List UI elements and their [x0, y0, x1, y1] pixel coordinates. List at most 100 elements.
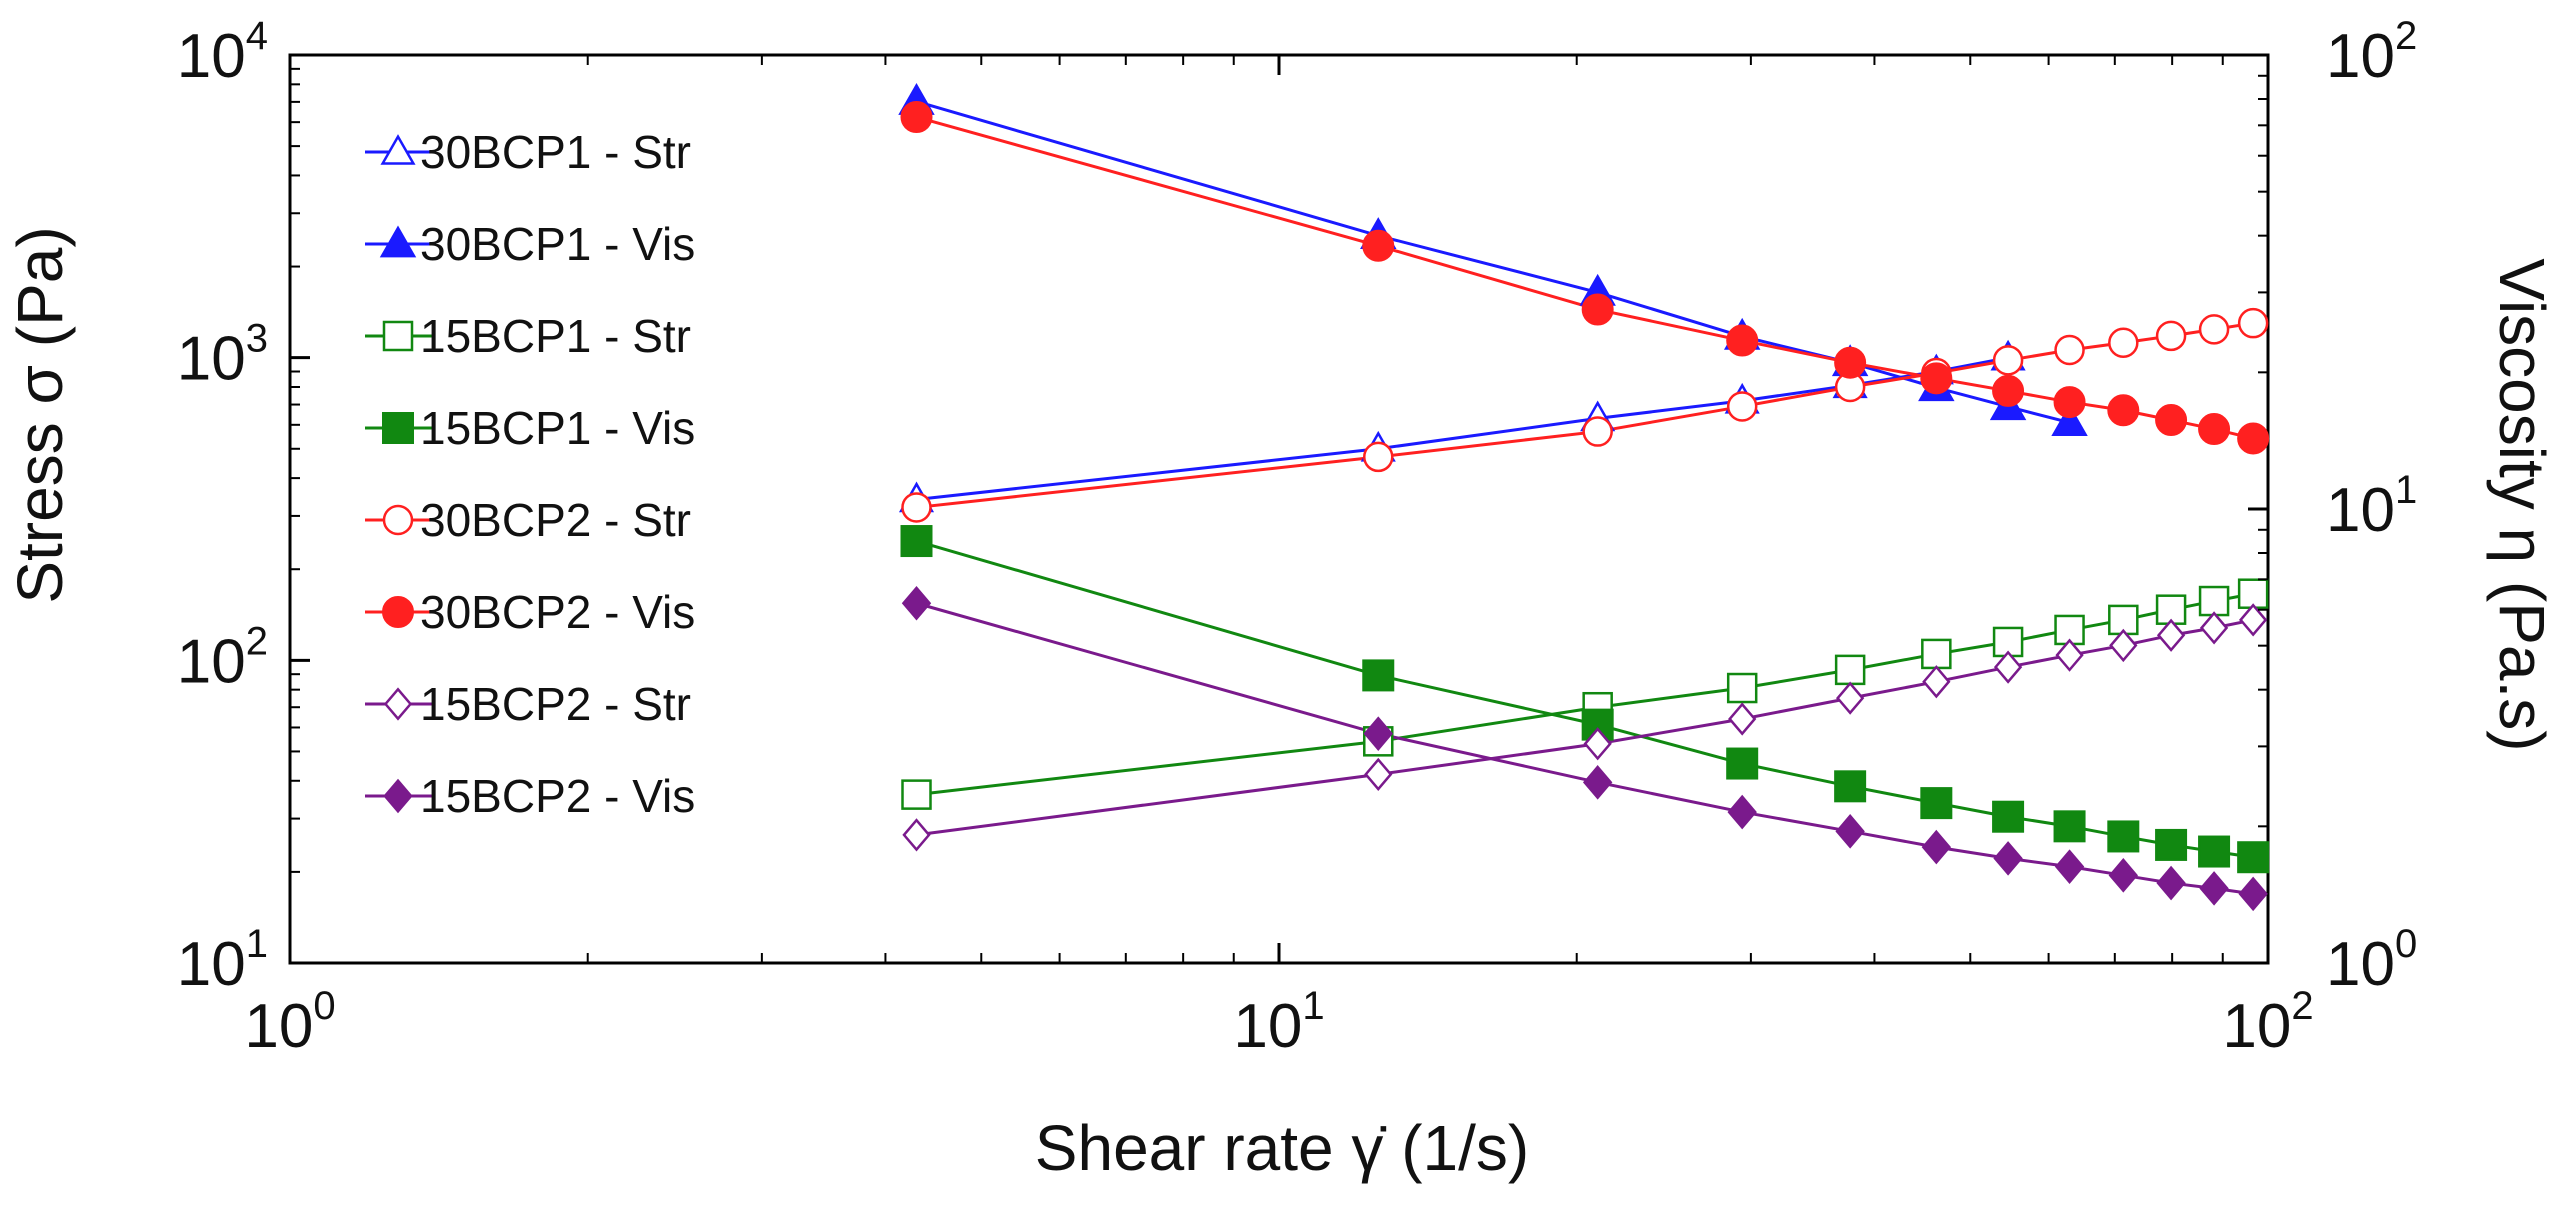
series-line-30bcp2-str: [916, 321, 2254, 509]
data-point-30bcp2-vis: [2053, 386, 2086, 419]
data-point-15bcp1-vis: [1992, 800, 2025, 833]
data-point-15bcp2-str: [1364, 757, 1393, 791]
data-point-15bcp1-vis: [2237, 841, 2270, 874]
data-point-15bcp1-vis: [1834, 770, 1867, 803]
data-point-30bcp2-str: [1363, 441, 1394, 473]
data-point-30bcp2-vis: [2198, 413, 2231, 446]
data-point-30bcp2-vis: [1920, 362, 1953, 395]
data-point-30bcp2-vis: [1834, 346, 1867, 379]
legend-marker: [379, 225, 417, 258]
data-point-30bcp2-vis: [1362, 229, 1395, 262]
data-point-15bcp2-str: [1836, 681, 1865, 715]
legend-label: 30BCP1 - Vis: [420, 218, 695, 270]
data-point-15bcp2-vis: [1835, 814, 1865, 849]
x-tick-label: 101: [1233, 984, 1324, 1061]
data-point-15bcp1-vis: [1581, 708, 1614, 741]
legend-label: 15BCP1 - Str: [420, 310, 691, 362]
data-point-30bcp2-str: [1992, 345, 2024, 376]
data-point-30bcp2-vis: [1992, 374, 2025, 407]
data-point-30bcp2-vis: [2237, 422, 2270, 455]
data-point-15bcp2-vis: [1993, 841, 2023, 876]
legend-label: 30BCP1 - Str: [420, 126, 691, 178]
data-point-15bcp1-vis: [1920, 787, 1953, 820]
data-point-15bcp1-str: [1834, 654, 1866, 686]
y-axis-label: Stress σ (Pa): [4, 226, 76, 603]
data-point-15bcp1-vis: [2107, 820, 2140, 853]
legend-marker: [383, 778, 413, 814]
data-point-15bcp2-str: [2156, 618, 2186, 652]
y2-tick-label: 101: [2326, 468, 2417, 545]
data-point-15bcp1-vis: [2053, 810, 2086, 843]
legend-item-30bcp2-str: 30BCP2 - Str: [365, 494, 691, 546]
data-point-30bcp2-vis: [2107, 394, 2140, 427]
y-tick-label: 103: [177, 317, 268, 394]
x-tick-label: 100: [244, 984, 335, 1061]
data-point-30bcp2-str: [901, 492, 932, 523]
data-point-15bcp1-vis: [1726, 747, 1759, 780]
data-point-30bcp1-vis: [2051, 404, 2088, 436]
data-point-15bcp2-str: [1728, 702, 1757, 736]
data-point-15bcp1-str: [1726, 672, 1758, 704]
data-point-30bcp2-str: [1582, 416, 1613, 447]
series-line-30bcp1-vis: [916, 100, 2070, 425]
series-layer: [898, 82, 2270, 912]
legend-label: 30BCP2 - Str: [420, 494, 691, 546]
data-point-15bcp1-str: [1582, 691, 1613, 723]
legend-item-30bcp1-vis: 30BCP1 - Vis: [365, 218, 695, 270]
legend-marker: [383, 687, 413, 721]
data-point-30bcp2-vis: [1581, 293, 1614, 326]
data-point-30bcp2-vis: [1726, 324, 1759, 357]
data-point-15bcp1-str: [2054, 614, 2085, 646]
data-point-15bcp1-vis: [2155, 828, 2188, 861]
data-point-15bcp2-vis: [901, 585, 932, 621]
x-tick-label: 102: [2222, 984, 2313, 1061]
data-point-15bcp1-str: [901, 779, 932, 810]
legend-item-15bcp2-str: 15BCP2 - Str: [365, 678, 691, 730]
data-point-15bcp2-vis: [2054, 849, 2085, 884]
legend-label: 15BCP1 - Vis: [420, 402, 695, 454]
data-point-15bcp2-str: [1922, 665, 1951, 699]
data-point-15bcp2-str: [2239, 603, 2268, 637]
legend-label: 30BCP2 - Vis: [420, 586, 695, 638]
data-point-30bcp2-vis: [900, 101, 933, 134]
data-point-15bcp1-str: [1921, 638, 1952, 670]
y-tick-label: 102: [177, 619, 268, 696]
legend-label: 15BCP2 - Str: [420, 678, 691, 730]
legend-marker: [382, 596, 414, 628]
y2-tick-label: 100: [2326, 922, 2417, 999]
y-tick-label: 101: [177, 922, 268, 999]
y2-tick-label: 102: [2326, 14, 2417, 91]
data-point-15bcp2-vis: [2238, 876, 2268, 912]
series-line-30bcp2-vis: [916, 115, 2254, 440]
data-point-15bcp1-str: [2198, 585, 2230, 617]
legend-item-15bcp1-vis: 15BCP1 - Vis: [365, 402, 695, 454]
data-point-30bcp2-str: [2155, 320, 2187, 352]
data-point-15bcp2-vis: [2108, 858, 2139, 893]
legend-marker: [382, 504, 414, 536]
data-point-15bcp2-str: [2055, 638, 2084, 672]
series-line-15bcp2-vis: [916, 601, 2254, 896]
data-point-30bcp2-str: [2054, 334, 2085, 366]
data-point-15bcp2-vis: [1921, 829, 1952, 865]
data-point-15bcp2-vis: [2199, 871, 2229, 906]
data-point-15bcp2-vis: [2156, 865, 2186, 901]
data-point-30bcp2-str: [2198, 314, 2230, 345]
legend-item-15bcp2-vis: 15BCP2 - Vis: [365, 770, 695, 822]
data-point-15bcp2-str: [2109, 628, 2138, 663]
y2-axis-label: Viscosity η (Pa.s): [2486, 258, 2558, 751]
data-point-30bcp2-str: [2108, 327, 2139, 359]
data-point-15bcp1-vis: [1362, 659, 1395, 692]
data-point-30bcp2-str: [1726, 391, 1758, 422]
legend-marker: [382, 412, 414, 444]
legend-label: 15BCP2 - Vis: [420, 770, 695, 822]
data-point-15bcp2-str: [2199, 611, 2229, 645]
legend: 30BCP1 - Str 30BCP1 - Vis 15BCP1 - Str 15BC…: [365, 126, 695, 822]
legend-marker: [382, 320, 414, 352]
legend-item-15bcp1-str: 15BCP1 - Str: [365, 310, 691, 362]
legend-item-30bcp2-vis: 30BCP2 - Vis: [365, 586, 695, 638]
data-point-15bcp2-str: [902, 818, 931, 852]
data-point-15bcp2-vis: [1363, 716, 1393, 751]
data-point-15bcp1-vis: [2198, 835, 2231, 868]
